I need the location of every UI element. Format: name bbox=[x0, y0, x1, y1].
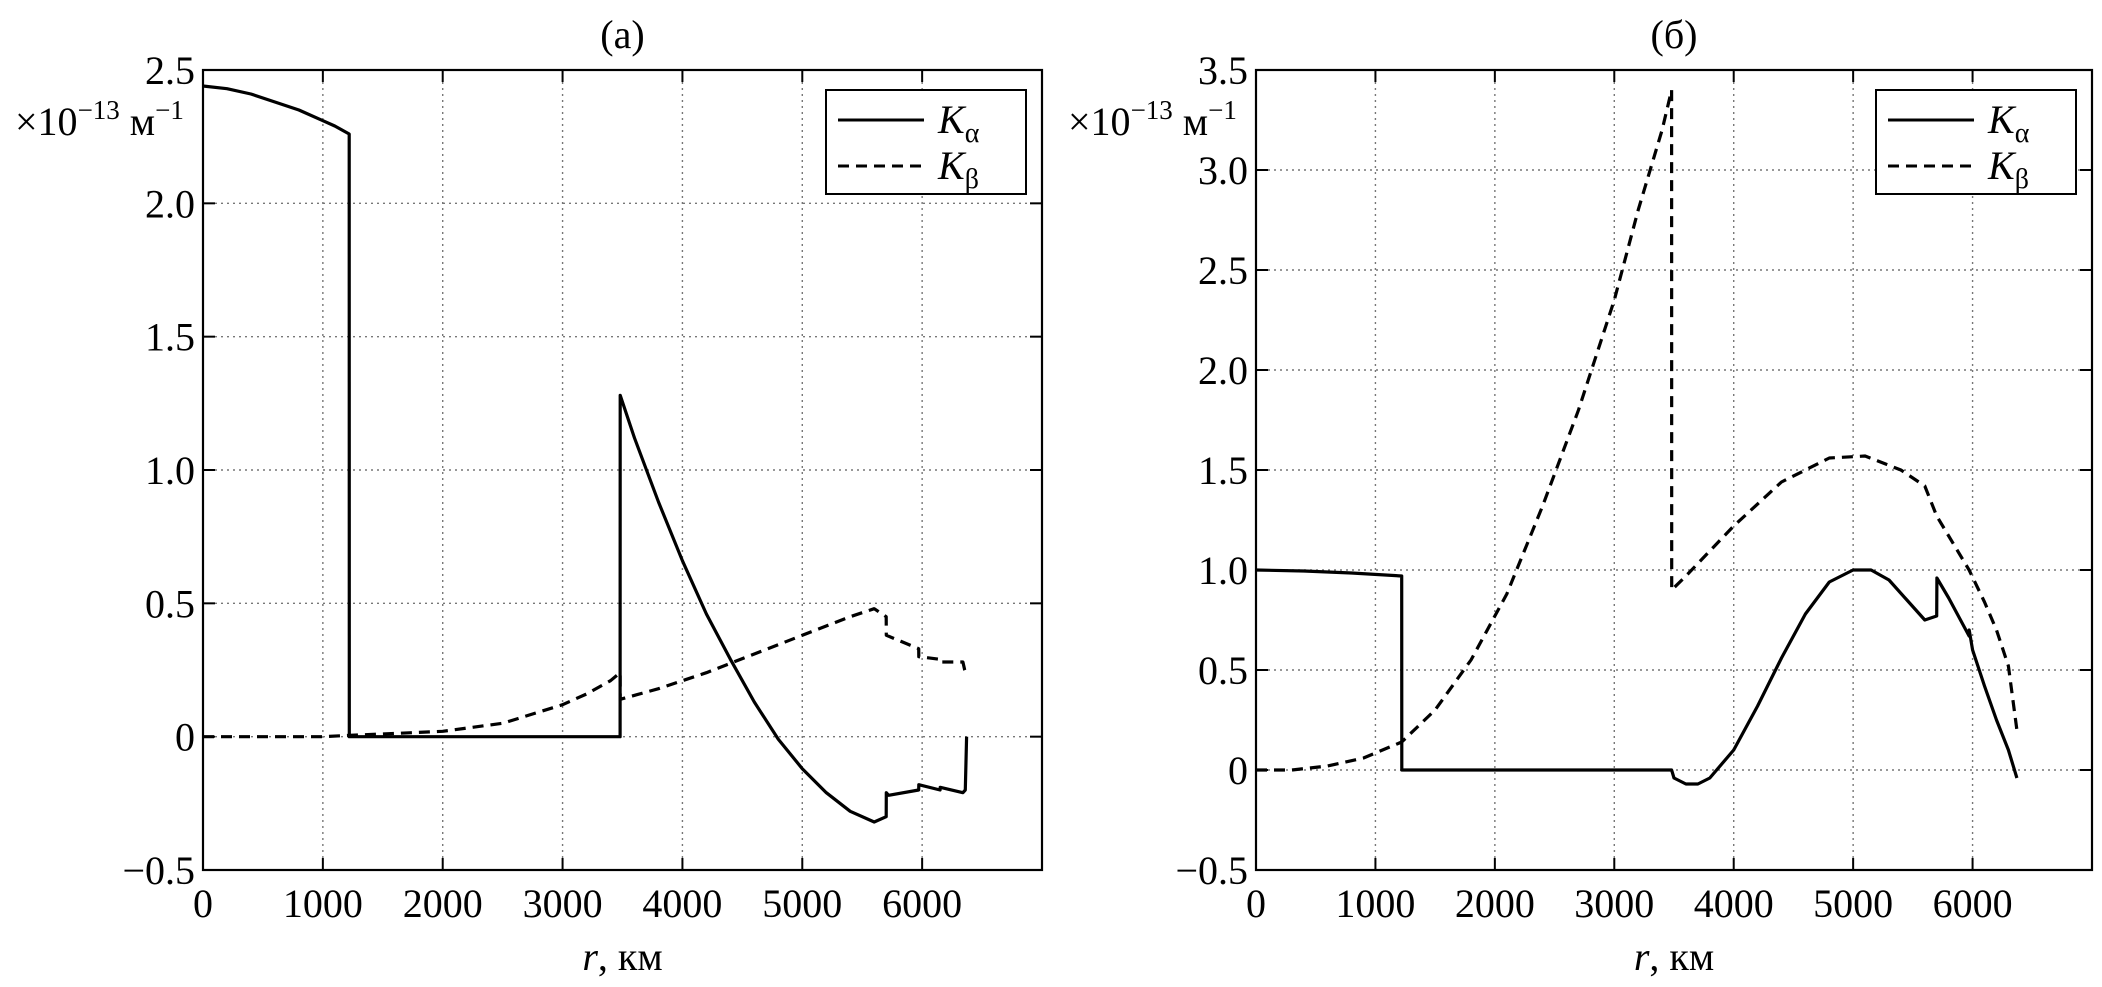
y-scale-exponent: −13 bbox=[78, 95, 120, 125]
chart-title: (а) bbox=[600, 12, 644, 57]
y-unit-exponent: −1 bbox=[1208, 95, 1237, 125]
y-tick-label: 1.5 bbox=[1198, 448, 1248, 493]
x-tick-label: 6000 bbox=[882, 881, 962, 926]
x-tick-label: 4000 bbox=[1694, 881, 1774, 926]
y-unit: м bbox=[1173, 99, 1208, 144]
y-tick-label: 1.0 bbox=[1198, 548, 1248, 593]
legend-box bbox=[1875, 89, 2077, 195]
series-line-k-alpha bbox=[202, 84, 969, 824]
y-scale-base: ×10 bbox=[1068, 99, 1131, 144]
legend-label: Kα bbox=[1987, 97, 2030, 149]
chart-title: (б) bbox=[1651, 12, 1698, 57]
chart-panel-a: 0 1000 2000 3000 4000 5000 6000−0.500.51.01.52… bbox=[15, 12, 1044, 979]
series-line-k-beta bbox=[1256, 88, 2019, 772]
y-tick-label: 3.0 bbox=[1198, 148, 1248, 193]
x-axis-unit: , км bbox=[1649, 934, 1714, 979]
chart-panel-b: 0 1000 2000 3000 4000 5000 6000−0.500.51.01.52… bbox=[1068, 12, 2094, 979]
legend-subscript: β bbox=[2015, 164, 2029, 195]
legend-label: Kα bbox=[937, 97, 980, 149]
x-axis-unit: , км bbox=[598, 934, 663, 979]
legend-label: Kβ bbox=[937, 143, 979, 195]
series-line-k-alpha bbox=[1255, 568, 2019, 786]
y-tick-label: 2.5 bbox=[145, 48, 195, 93]
x-tick-label: 2000 bbox=[403, 881, 483, 926]
y-tick-label: 3.5 bbox=[1198, 48, 1248, 93]
x-tick-label: 4000 bbox=[642, 881, 722, 926]
legend-symbol: K bbox=[937, 143, 967, 188]
y-tick-label: 0.5 bbox=[145, 581, 195, 626]
y-tick-label: 0 bbox=[175, 715, 195, 760]
x-tick-label: 6000 bbox=[1933, 881, 2013, 926]
x-tick-label: 5000 bbox=[1813, 881, 1893, 926]
x-axis-variable: r bbox=[582, 934, 598, 979]
y-axis-unit-label: ×10−13 м−1 bbox=[15, 95, 184, 144]
x-axis-label: r, км bbox=[1634, 934, 1714, 979]
x-tick-label: 1000 bbox=[1335, 881, 1415, 926]
legend-label: Kβ bbox=[1987, 143, 2029, 195]
y-scale-exponent: −13 bbox=[1131, 95, 1173, 125]
x-axis-label: r, км bbox=[582, 934, 662, 979]
x-tick-label: 0 bbox=[193, 881, 213, 926]
y-unit-exponent: −1 bbox=[155, 95, 184, 125]
y-scale-base: ×10 bbox=[15, 99, 78, 144]
x-tick-label: 3000 bbox=[1574, 881, 1654, 926]
y-tick-label: 2.0 bbox=[1198, 348, 1248, 393]
x-tick-label: 2000 bbox=[1455, 881, 1535, 926]
y-tick-label: 1.5 bbox=[145, 315, 195, 360]
legend-subscript: β bbox=[965, 164, 979, 195]
legend-symbol: K bbox=[1987, 143, 2017, 188]
y-tick-label: 1.0 bbox=[145, 448, 195, 493]
legend-subscript: α bbox=[2015, 118, 2030, 149]
x-tick-label: 5000 bbox=[762, 881, 842, 926]
x-tick-label: 1000 bbox=[283, 881, 363, 926]
y-tick-label: 0 bbox=[1228, 748, 1248, 793]
series-line-k-beta bbox=[203, 607, 969, 739]
x-tick-label: 0 bbox=[1246, 881, 1266, 926]
y-axis-unit-label: ×10−13 м−1 bbox=[1068, 95, 1237, 144]
y-tick-label: −0.5 bbox=[122, 848, 195, 893]
y-tick-label: 0.5 bbox=[1198, 648, 1248, 693]
y-tick-label: −0.5 bbox=[1175, 848, 1248, 893]
y-unit: м bbox=[120, 99, 155, 144]
legend-subscript: α bbox=[965, 118, 980, 149]
legend-symbol: K bbox=[937, 97, 967, 142]
y-tick-label: 2.0 bbox=[145, 181, 195, 226]
x-tick-label: 3000 bbox=[523, 881, 603, 926]
x-axis-variable: r bbox=[1634, 934, 1650, 979]
legend-symbol: K bbox=[1987, 97, 2017, 142]
legend-box bbox=[825, 89, 1027, 195]
y-tick-label: 2.5 bbox=[1198, 248, 1248, 293]
